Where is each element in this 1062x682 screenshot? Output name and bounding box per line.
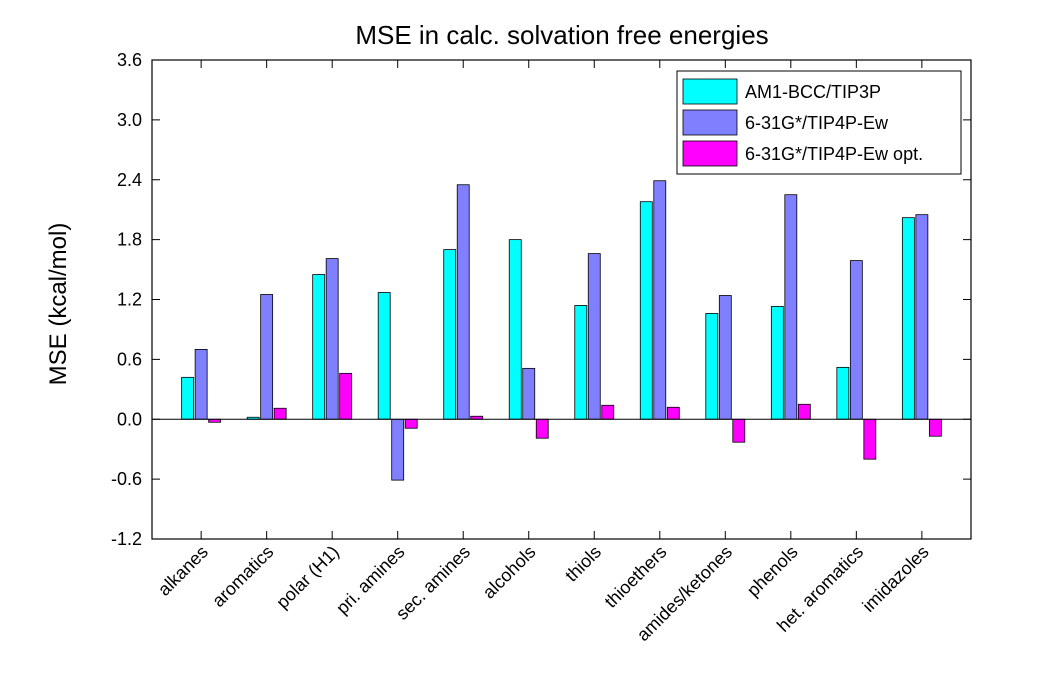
y-tick-label: 1.2 (117, 290, 142, 310)
bar (639, 201, 653, 420)
bar (325, 258, 339, 420)
bar (928, 418, 942, 437)
y-axis-label: MSE (kcal/mol) (45, 223, 72, 386)
bar (718, 295, 732, 420)
bar (863, 418, 877, 460)
bar (784, 194, 798, 420)
bar (508, 239, 522, 420)
bar (797, 403, 811, 420)
y-tick-label: 0.0 (117, 409, 142, 429)
bar (391, 418, 405, 481)
bar (260, 294, 274, 420)
legend-swatch (682, 109, 738, 136)
x-tick-label: alcohols (479, 542, 540, 603)
bar (836, 366, 850, 420)
legend-entry: 6-31G*/TIP4P-Ew opt. (745, 144, 923, 164)
bar (312, 274, 326, 420)
legend-swatch (682, 140, 738, 167)
bar (770, 306, 784, 420)
bar (377, 292, 391, 420)
bar (666, 406, 680, 420)
x-tick-label: phenols (743, 542, 802, 601)
bar (849, 260, 863, 420)
y-tick-label: 3.6 (117, 50, 142, 70)
bar (653, 180, 667, 420)
legend-swatch (682, 78, 738, 105)
bar (443, 249, 457, 420)
x-tick-label: polar (H1) (272, 542, 343, 613)
y-tick-label: -0.6 (111, 469, 142, 489)
bar (535, 418, 549, 439)
bar (522, 367, 536, 420)
legend-entry: 6-31G*/TIP4P-Ew (745, 113, 889, 133)
x-tick-label: thioethers (601, 542, 671, 612)
legend-entry: AM1-BCC/TIP3P (745, 82, 881, 102)
bar (404, 418, 418, 429)
bar (587, 253, 601, 420)
bar (273, 407, 287, 420)
bar (181, 376, 195, 420)
bar (601, 404, 615, 420)
x-tick-label: imidazoles (858, 542, 932, 616)
y-axis-ticks: -1.2 -0.6 0.0 0.6 1.2 1.8 2.4 3.0 3.6 (111, 50, 971, 549)
legend: AM1-BCC/TIP3P 6-31G*/TIP4P-Ew 6-31G*/TIP4P… (676, 70, 962, 175)
bar (194, 348, 208, 420)
y-tick-label: 3.0 (117, 110, 142, 130)
bar (705, 313, 719, 420)
x-tick-label: thiols (561, 542, 605, 586)
x-tick-label: aromatics (208, 542, 277, 611)
bar (915, 214, 929, 420)
bar (456, 184, 470, 420)
bar (901, 217, 915, 420)
y-tick-label: 2.4 (117, 170, 142, 190)
bar (574, 305, 588, 420)
y-tick-label: 0.6 (117, 349, 142, 369)
bar (732, 418, 746, 443)
chart-title: MSE in calc. solvation free energies (355, 20, 768, 50)
x-tick-label: alkanes (154, 542, 212, 600)
plot-frame (151, 59, 972, 540)
y-tick-label: -1.2 (111, 529, 142, 549)
bar-series-group (181, 180, 942, 481)
bar (339, 372, 353, 420)
y-tick-label: 1.8 (117, 230, 142, 250)
